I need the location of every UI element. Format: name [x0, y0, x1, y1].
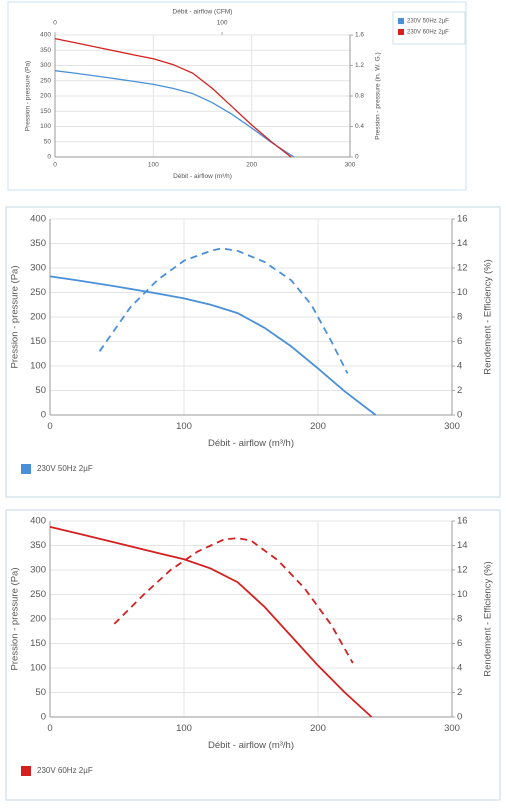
y2-tick-label: 0	[457, 712, 462, 723]
y2-tick-label: 6	[457, 336, 462, 347]
frame	[7, 1, 467, 191]
y-tick-label: 400	[40, 32, 51, 39]
line-series	[113, 537, 354, 664]
y-tick-label: 250	[30, 287, 46, 298]
y2-tick-label: 1.6	[355, 32, 364, 39]
y-tick-label: 200	[30, 312, 46, 323]
legend-swatch	[21, 464, 31, 474]
y-axis-label: Pression - pressure (Pa)	[25, 61, 32, 131]
x2-tick-label: 0	[53, 19, 57, 26]
y-axis-label: Pression - pressure (Pa)	[10, 266, 21, 369]
frame	[5, 509, 501, 801]
x-tick-label: 200	[246, 162, 257, 169]
x-tick-label: 300	[345, 162, 356, 169]
y2-tick-label: 14	[457, 238, 468, 249]
line-series	[54, 38, 292, 158]
x-tick-label: 0	[53, 162, 57, 169]
y-tick-label: 100	[30, 361, 46, 372]
y2-tick-label: 8	[457, 614, 462, 625]
legend-label: 230V 50Hz 2µF	[37, 464, 93, 473]
legend-swatch	[21, 766, 31, 776]
y2-tick-label: 0	[355, 154, 359, 161]
y2-axis-label: Pression - pressure (in. W. G.)	[375, 52, 382, 139]
y-tick-label: 0	[47, 154, 51, 161]
x-tick-label: 300	[444, 723, 460, 734]
legend-swatch	[398, 18, 404, 24]
line-series	[49, 275, 377, 416]
legend-box	[392, 11, 466, 45]
y2-tick-label: 16	[457, 516, 468, 527]
y-tick-label: 150	[30, 336, 46, 347]
x-tick-label: 0	[47, 421, 52, 432]
y2-axis-label: Rendement - Efficiency (%)	[483, 259, 494, 374]
line-series	[49, 526, 373, 718]
x-axis-label: Débit - airflow (m³/h)	[173, 173, 232, 180]
legend-swatch	[398, 29, 404, 35]
y2-tick-label: 10	[457, 589, 468, 600]
y-tick-label: 150	[40, 108, 51, 115]
y-tick-label: 350	[40, 47, 51, 54]
y2-tick-label: 12	[457, 565, 468, 576]
y2-tick-label: 2	[457, 385, 462, 396]
y2-tick-label: 0.4	[355, 123, 364, 130]
y2-tick-label: 0.8	[355, 93, 364, 100]
y2-axis-label: Rendement - Efficiency (%)	[483, 561, 494, 676]
y2-tick-label: 6	[457, 638, 462, 649]
y2-tick-label: 8	[457, 312, 462, 323]
x2-axis-label: Débit - airflow (CFM)	[173, 8, 233, 15]
x-tick-label: 200	[310, 421, 326, 432]
y-tick-label: 0	[41, 410, 46, 421]
y-tick-label: 100	[40, 123, 51, 130]
y-tick-label: 100	[30, 663, 46, 674]
x-tick-label: 0	[47, 723, 52, 734]
y-tick-label: 200	[30, 614, 46, 625]
x-tick-label: 100	[176, 723, 192, 734]
y-tick-label: 50	[35, 687, 46, 698]
legend-label: 230V 60Hz 2µF	[37, 766, 93, 775]
y-tick-label: 0	[41, 712, 46, 723]
y-tick-label: 250	[40, 77, 51, 84]
y2-tick-label: 12	[457, 263, 468, 274]
y-tick-label: 400	[30, 516, 46, 527]
x-tick-label: 200	[310, 723, 326, 734]
line-series	[54, 70, 295, 158]
y-tick-label: 350	[30, 238, 46, 249]
x-axis-label: Débit - airflow (m³/h)	[208, 740, 294, 751]
y2-tick-label: 4	[457, 361, 462, 372]
x2-tick-label: 100	[217, 19, 228, 26]
y-tick-label: 250	[30, 589, 46, 600]
y2-tick-label: 10	[457, 287, 468, 298]
legend-label: 230V 60Hz 2µF	[407, 30, 449, 36]
y2-tick-label: 1.2	[355, 62, 364, 69]
y2-tick-label: 14	[457, 540, 468, 551]
x-tick-label: 100	[148, 162, 159, 169]
x-tick-label: 300	[444, 421, 460, 432]
y-tick-label: 300	[30, 565, 46, 576]
legend-label: 230V 50Hz 2µF	[407, 19, 449, 25]
y-tick-label: 350	[30, 540, 46, 551]
x-axis-label: Débit - airflow (m³/h)	[208, 438, 294, 449]
line-series	[98, 247, 349, 374]
frame	[5, 206, 501, 498]
y2-tick-label: 16	[457, 214, 468, 225]
x-tick-label: 100	[176, 421, 192, 432]
y-tick-label: 200	[40, 93, 51, 100]
y2-tick-label: 2	[457, 687, 462, 698]
y-axis-label: Pression - pressure (Pa)	[10, 568, 21, 671]
y-tick-label: 300	[40, 62, 51, 69]
y-tick-label: 50	[35, 385, 46, 396]
y-tick-label: 50	[44, 138, 52, 145]
y2-tick-label: 4	[457, 663, 462, 674]
y2-tick-label: 0	[457, 410, 462, 421]
y-tick-label: 150	[30, 638, 46, 649]
y-tick-label: 400	[30, 214, 46, 225]
y-tick-label: 300	[30, 263, 46, 274]
